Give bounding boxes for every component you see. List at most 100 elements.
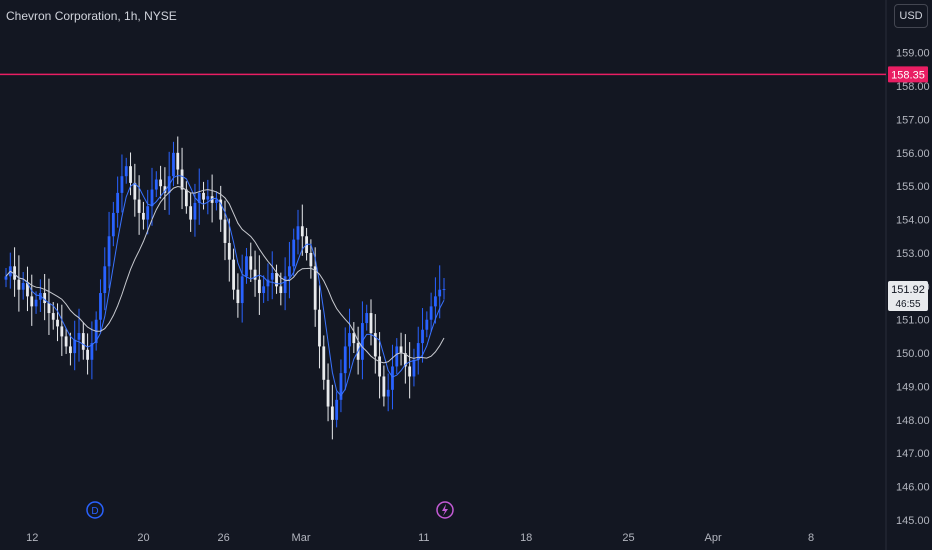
candle-body (309, 252, 313, 267)
candle (227, 218, 231, 282)
level-price-badge (888, 66, 928, 83)
candle-body (43, 293, 47, 304)
candle-body (47, 303, 51, 314)
candle (434, 277, 437, 324)
y-tick-label: 148.00 (896, 415, 930, 427)
candle (13, 247, 16, 297)
candle-body (416, 343, 420, 360)
candle (382, 365, 386, 407)
chart-title: Chevron Corporation, 1h, NYSE (6, 9, 177, 23)
candles-layer (4, 136, 446, 440)
candle-body (438, 289, 442, 297)
candle-body (150, 189, 154, 207)
candle (202, 181, 205, 210)
candle (232, 248, 235, 300)
candle-body (34, 299, 38, 307)
candle-body (129, 166, 132, 183)
candle (137, 175, 141, 235)
x-tick-label: 20 (137, 532, 149, 544)
candle (111, 201, 115, 247)
candle-body (215, 199, 218, 203)
candle (4, 267, 8, 288)
candle (399, 332, 403, 366)
y-tick-label: 159.00 (896, 48, 930, 60)
dividend-circle (86, 501, 104, 519)
candle-body (142, 212, 145, 220)
candle (288, 241, 291, 299)
candle (189, 192, 193, 232)
candle (69, 332, 72, 366)
ma-slow-line (5, 185, 445, 364)
candle-body (146, 206, 150, 220)
candle (270, 251, 274, 300)
candle-body (421, 329, 424, 344)
candle-body (99, 293, 102, 320)
candle-body (4, 276, 8, 280)
candle-body (412, 359, 416, 377)
candle (206, 179, 210, 215)
candle (116, 176, 120, 228)
candle-body (292, 239, 296, 267)
candle-body (348, 333, 351, 347)
currency-button[interactable]: USD (894, 4, 928, 28)
price-level[interactable]: 158.35 (0, 66, 928, 83)
candle (8, 252, 12, 289)
candle (90, 321, 94, 380)
candle-body (434, 296, 437, 307)
candle-body (326, 379, 330, 407)
candle (245, 247, 248, 284)
candle (236, 273, 240, 318)
candle-body (180, 169, 184, 190)
candle (403, 334, 407, 384)
candle (253, 250, 257, 297)
candle (343, 327, 347, 391)
y-tick-label: 151.00 (896, 315, 930, 327)
candle (146, 189, 150, 235)
candle (369, 299, 373, 346)
candle-body (64, 336, 68, 347)
candle (64, 328, 68, 354)
candle-body (184, 189, 188, 207)
candle-body (257, 279, 261, 294)
candle-body (219, 199, 223, 220)
candle (219, 185, 223, 232)
dividend-marker: D (86, 501, 104, 519)
candle-body (395, 346, 399, 367)
y-tick-label: 145.00 (896, 515, 930, 527)
candle-body (60, 326, 64, 337)
candle-body (386, 389, 390, 397)
candle-body (442, 289, 446, 291)
candle-body (90, 343, 94, 360)
candle (133, 163, 137, 217)
candle (21, 271, 25, 300)
candle-body (330, 406, 334, 420)
candle-body (172, 152, 175, 177)
candle (322, 335, 326, 390)
candle (142, 201, 145, 230)
candle-body (288, 266, 291, 277)
candle-body (270, 273, 274, 280)
candle (56, 303, 59, 342)
candle-body (176, 152, 180, 170)
candle (26, 266, 29, 312)
candle-body (120, 176, 124, 193)
candle-body (322, 346, 326, 380)
candle-body (124, 166, 128, 177)
candle (386, 373, 390, 412)
candle (129, 152, 132, 196)
candle-body (227, 242, 231, 260)
candle-body (403, 353, 407, 367)
candle-body (81, 333, 85, 350)
flash-glyph (442, 504, 448, 516)
candle (296, 209, 300, 255)
candle (262, 275, 266, 303)
y-tick-label: 153.00 (896, 248, 930, 260)
candle (335, 391, 339, 428)
candle-body (51, 313, 55, 320)
candle-body (163, 186, 167, 193)
last-price-badge: 151.92 46:55 (888, 281, 928, 312)
event-markers[interactable]: D (86, 501, 454, 519)
candle-body (107, 236, 111, 267)
candle (159, 165, 162, 199)
